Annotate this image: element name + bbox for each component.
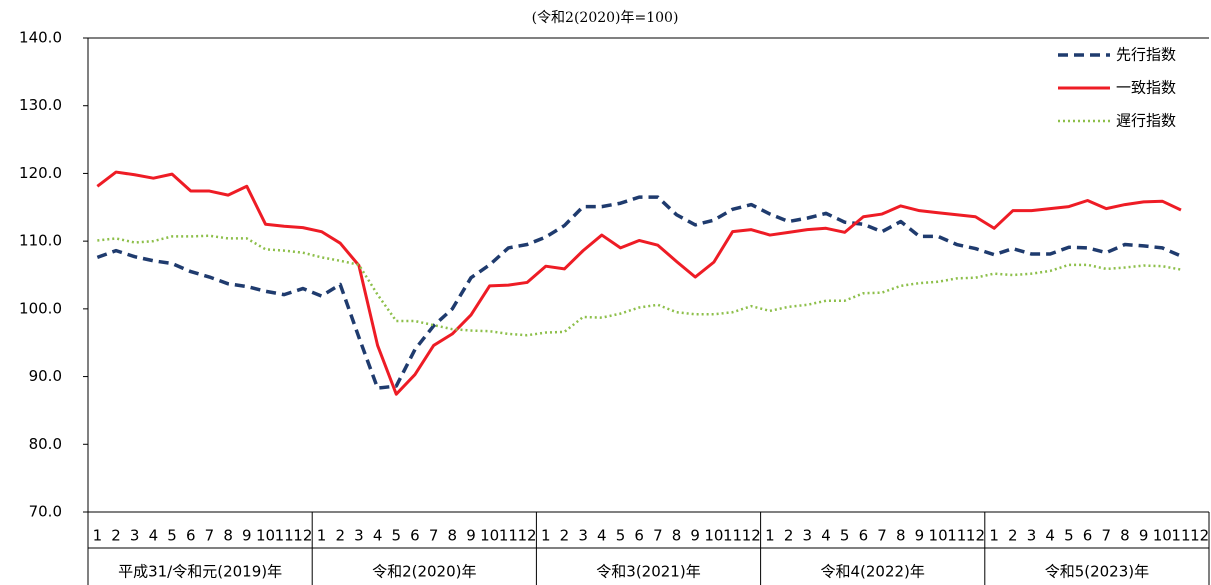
x-tick-label: 11 [723, 527, 742, 545]
x-group-label: 平成31/令和元(2019)年 [118, 563, 282, 581]
x-tick-label: 8 [672, 527, 682, 545]
x-tick-label: 3 [130, 527, 140, 545]
x-tick-label: 11 [499, 527, 518, 545]
x-tick-label: 11 [947, 527, 966, 545]
chart-subtitle: (令和2(2020)年=100) [532, 10, 679, 26]
x-tick-label: 5 [616, 527, 626, 545]
x-tick-label: 6 [859, 527, 869, 545]
x-tick-label: 2 [1008, 527, 1018, 545]
x-tick-label: 4 [821, 527, 831, 545]
x-tick-label: 1 [765, 527, 775, 545]
x-tick-label: 8 [896, 527, 906, 545]
y-tick-label: 70.0 [29, 503, 62, 521]
y-tick-label: 100.0 [19, 299, 62, 317]
x-tick-label: 10 [1153, 527, 1172, 545]
x-tick-label: 5 [167, 527, 177, 545]
x-tick-label: 4 [373, 527, 383, 545]
x-tick-label: 1 [989, 527, 999, 545]
x-tick-label: 2 [111, 527, 121, 545]
x-tick-label: 5 [392, 527, 402, 545]
x-tick-label: 1 [317, 527, 327, 545]
x-tick-label: 9 [915, 527, 925, 545]
x-tick-label: 12 [966, 527, 985, 545]
x-tick-label: 3 [578, 527, 588, 545]
x-tick-label: 1 [93, 527, 103, 545]
x-tick-label: 7 [877, 527, 887, 545]
x-tick-label: 10 [929, 527, 948, 545]
x-tick-label: 4 [1045, 527, 1055, 545]
y-tick-label: 140.0 [19, 29, 62, 47]
legend-label: 先行指数 [1116, 46, 1176, 64]
x-tick-label: 12 [518, 527, 537, 545]
x-tick-label: 6 [1083, 527, 1093, 545]
y-tick-label: 120.0 [19, 164, 62, 182]
x-tick-label: 5 [1064, 527, 1074, 545]
series-line [96, 195, 1182, 390]
y-tick-label: 110.0 [19, 232, 62, 250]
x-tick-label: 3 [354, 527, 364, 545]
x-tick-label: 11 [275, 527, 294, 545]
y-tick-label: 80.0 [29, 435, 62, 453]
x-tick-label: 6 [634, 527, 644, 545]
x-tick-label: 10 [256, 527, 275, 545]
x-tick-label: 10 [704, 527, 723, 545]
x-tick-label: 9 [242, 527, 252, 545]
x-group-label: 令和3(2021)年 [596, 563, 700, 581]
x-tick-label: 3 [1027, 527, 1037, 545]
x-tick-label: 5 [840, 527, 850, 545]
series-line [97, 234, 1182, 337]
x-tick-label: 9 [690, 527, 700, 545]
x-tick-label: 2 [335, 527, 345, 545]
x-tick-label: 12 [742, 527, 761, 545]
series-line [96, 170, 1182, 396]
x-tick-label: 7 [205, 527, 215, 545]
x-group-label: 令和5(2023)年 [1045, 563, 1149, 581]
x-tick-label: 4 [597, 527, 607, 545]
x-tick-label: 7 [429, 527, 439, 545]
x-tick-label: 12 [1190, 527, 1209, 545]
x-tick-label: 8 [448, 527, 458, 545]
x-tick-label: 6 [186, 527, 196, 545]
x-tick-label: 8 [223, 527, 233, 545]
x-tick-label: 12 [293, 527, 312, 545]
legend-label: 遅行指数 [1116, 112, 1176, 130]
x-tick-label: 7 [1101, 527, 1111, 545]
x-group-label: 令和4(2022)年 [820, 563, 924, 581]
x-tick-label: 1 [541, 527, 551, 545]
y-tick-label: 130.0 [19, 96, 62, 114]
x-group-label: 令和2(2020)年 [372, 563, 476, 581]
legend-label: 一致指数 [1116, 79, 1176, 97]
x-tick-label: 4 [149, 527, 159, 545]
x-tick-label: 8 [1120, 527, 1130, 545]
x-tick-label: 3 [803, 527, 813, 545]
x-tick-label: 9 [466, 527, 476, 545]
x-tick-label: 2 [784, 527, 794, 545]
x-tick-label: 9 [1139, 527, 1149, 545]
x-tick-label: 7 [653, 527, 663, 545]
x-tick-label: 11 [1171, 527, 1190, 545]
y-tick-label: 90.0 [29, 367, 62, 385]
x-tick-label: 10 [480, 527, 499, 545]
x-tick-label: 6 [410, 527, 420, 545]
x-tick-label: 2 [560, 527, 570, 545]
